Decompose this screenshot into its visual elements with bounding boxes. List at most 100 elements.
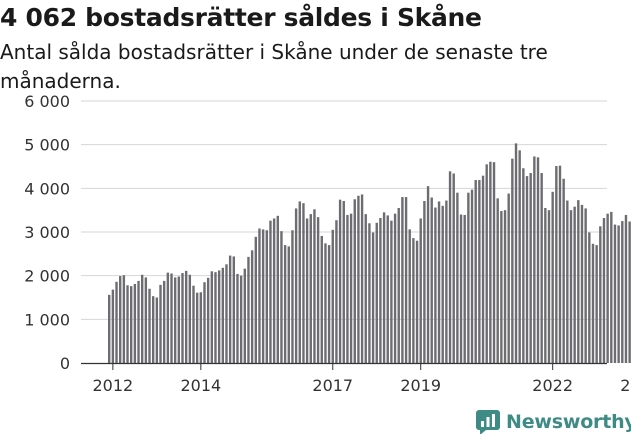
bar <box>342 201 345 363</box>
bar <box>144 277 148 363</box>
bar <box>621 221 624 363</box>
newsworthy-logo: Newsworthy <box>476 407 631 437</box>
bar <box>522 168 525 363</box>
bar <box>423 201 426 363</box>
bar <box>379 218 382 363</box>
x-axis: 2012 2014 2017 2019 2022 2024 <box>81 362 631 395</box>
bar <box>177 276 181 363</box>
bar <box>544 207 547 363</box>
bar <box>525 176 529 363</box>
bar <box>335 220 338 363</box>
bar <box>250 250 254 363</box>
bar <box>243 268 246 363</box>
brand-name: Newsworthy <box>506 411 631 433</box>
bar <box>309 214 312 363</box>
bar <box>569 210 573 363</box>
bar <box>511 158 514 363</box>
bar <box>591 243 595 363</box>
bar <box>566 200 569 363</box>
y-axis: 0 1 000 2 000 3 000 4 000 5 000 6 000 <box>24 92 70 373</box>
x-tick-label: 2017 <box>312 376 353 395</box>
bar <box>434 207 437 363</box>
y-tick-label: 2 000 <box>24 267 70 286</box>
bar <box>551 191 554 363</box>
bar <box>302 203 305 363</box>
bar <box>108 294 111 363</box>
bar <box>415 240 419 363</box>
bar <box>195 292 199 363</box>
bar <box>287 246 290 363</box>
newsworthy-icon <box>476 410 500 434</box>
bars <box>108 143 631 363</box>
bar <box>305 218 309 363</box>
bar <box>283 245 287 363</box>
bar <box>474 180 477 363</box>
bar <box>133 283 137 363</box>
chart-title: 4 062 bostadsrätter såldes i Skåne <box>0 3 482 32</box>
bar <box>214 272 217 363</box>
bar <box>628 221 631 363</box>
y-tick-label: 5 000 <box>24 136 70 155</box>
bar <box>217 270 221 363</box>
bar <box>188 274 192 363</box>
bar <box>558 165 562 363</box>
bar <box>210 271 214 363</box>
bar <box>162 280 166 363</box>
bar <box>459 214 463 363</box>
bar <box>203 282 206 363</box>
bar <box>111 289 115 363</box>
bar <box>316 217 320 363</box>
bar <box>239 275 243 363</box>
bar <box>320 235 323 363</box>
bar <box>547 210 551 363</box>
bar <box>298 201 301 363</box>
bar <box>338 199 342 363</box>
bar-chart: 0 1 000 2 000 3 000 4 000 5 000 6 000 2012 2014… <box>24 92 631 395</box>
bar <box>489 161 492 363</box>
bar <box>173 277 177 363</box>
bar <box>481 175 485 363</box>
bar <box>540 173 543 363</box>
bar <box>533 156 536 363</box>
bar <box>181 273 184 363</box>
bar <box>261 229 265 363</box>
bar <box>225 264 228 363</box>
bar <box>294 208 298 363</box>
bar <box>236 273 239 363</box>
bar <box>206 277 210 363</box>
bar <box>346 214 349 363</box>
bar <box>269 220 272 363</box>
bar <box>500 211 503 363</box>
bar <box>503 210 507 363</box>
bar <box>166 272 170 363</box>
bar <box>272 218 276 363</box>
bar <box>368 223 371 363</box>
bar <box>577 200 580 363</box>
bar <box>463 214 466 363</box>
x-tick-label: 2014 <box>180 376 221 395</box>
bar <box>456 192 459 363</box>
bar <box>610 211 613 363</box>
bar <box>467 192 470 363</box>
bar <box>192 285 195 363</box>
bar <box>371 232 375 363</box>
bar <box>276 215 279 363</box>
bar <box>148 288 151 363</box>
bar <box>228 255 232 363</box>
y-tick-label: 0 <box>60 354 70 373</box>
bar <box>247 256 250 363</box>
bar <box>382 212 386 363</box>
bar <box>430 197 433 363</box>
y-tick-label: 6 000 <box>24 92 70 111</box>
bar <box>584 208 587 363</box>
bar <box>624 214 628 363</box>
bar <box>536 157 540 363</box>
bar <box>478 180 481 363</box>
bar <box>280 231 283 363</box>
bar <box>327 245 331 363</box>
bar <box>573 206 576 363</box>
bar <box>485 164 488 363</box>
bar <box>155 297 159 363</box>
bar <box>580 204 584 363</box>
bar <box>613 224 617 363</box>
